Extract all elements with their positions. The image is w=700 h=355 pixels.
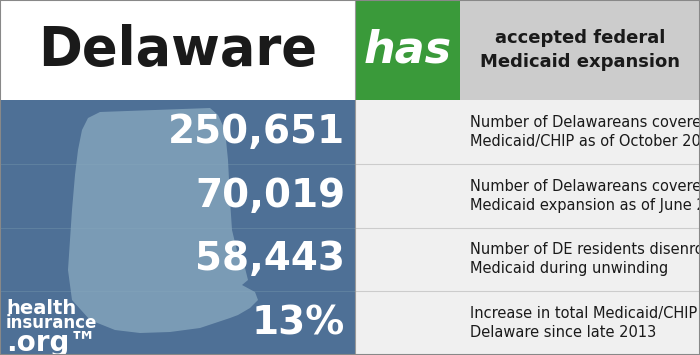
Text: 13%: 13% xyxy=(252,304,345,342)
Text: .org™: .org™ xyxy=(6,329,97,355)
Text: Number of Delawareans covered by ACA
Medicaid expansion as of June 2024: Number of Delawareans covered by ACA Med… xyxy=(470,179,700,213)
Bar xyxy=(355,0,460,100)
Bar xyxy=(460,0,700,100)
Polygon shape xyxy=(68,108,258,333)
Text: health: health xyxy=(6,299,76,318)
Text: 70,019: 70,019 xyxy=(195,177,345,215)
Text: Increase in total Medicaid/CHIP enrollment in
Delaware since late 2013: Increase in total Medicaid/CHIP enrollme… xyxy=(470,306,700,340)
Text: 250,651: 250,651 xyxy=(168,113,345,151)
Text: 58,443: 58,443 xyxy=(195,240,345,278)
Bar xyxy=(0,100,355,355)
Text: insurance: insurance xyxy=(6,314,97,332)
Text: Delaware: Delaware xyxy=(38,24,317,76)
Bar xyxy=(0,0,355,100)
Text: has: has xyxy=(363,28,452,71)
Text: Number of DE residents disenrolled from
Medicaid during unwinding: Number of DE residents disenrolled from … xyxy=(470,242,700,277)
Text: Number of Delawareans covered by
Medicaid/CHIP as of October 2024: Number of Delawareans covered by Medicai… xyxy=(470,115,700,149)
Bar xyxy=(355,100,700,355)
Text: accepted federal
Medicaid expansion: accepted federal Medicaid expansion xyxy=(480,29,680,71)
